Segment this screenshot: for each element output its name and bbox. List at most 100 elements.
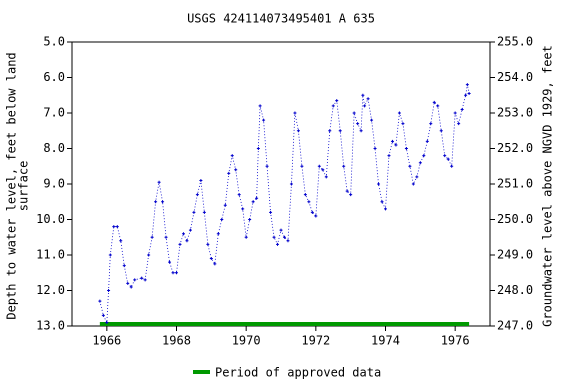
data-point (328, 129, 332, 133)
data-point (411, 182, 415, 186)
data-point (457, 122, 461, 126)
data-point (345, 189, 349, 193)
data-point (105, 320, 109, 324)
data-point (352, 111, 356, 115)
data-point (321, 168, 325, 172)
data-point (425, 139, 429, 143)
data-point (175, 271, 178, 275)
data-point (467, 91, 471, 95)
data-point (164, 235, 168, 239)
data-point (192, 210, 196, 214)
data-point (390, 139, 394, 143)
y-tick-label: 6.0 (43, 70, 65, 84)
data-point (168, 260, 172, 264)
data-point (331, 104, 335, 108)
data-point (209, 257, 213, 261)
x-tick-label: 1968 (162, 334, 191, 348)
data-point (446, 157, 450, 161)
data-point (199, 178, 203, 182)
data-point (289, 182, 293, 186)
y2-tick-label: 252.0 (497, 141, 533, 155)
data-point (157, 180, 161, 184)
data-point (342, 164, 346, 168)
data-point (303, 193, 307, 197)
y2-tick-label: 248.0 (497, 283, 533, 297)
data-point (422, 154, 426, 158)
data-point (464, 93, 468, 97)
data-point (384, 207, 387, 211)
data-point (143, 278, 147, 282)
data-point (178, 242, 182, 246)
data-point (373, 147, 377, 150)
data-point (220, 218, 224, 221)
data-point (237, 193, 241, 197)
data-point (234, 168, 238, 172)
data-point (359, 129, 363, 133)
data-point (387, 154, 391, 158)
data-point (133, 278, 137, 282)
data-point (279, 228, 283, 232)
data-point (380, 200, 384, 204)
data-point (453, 111, 457, 115)
data-point (223, 203, 227, 207)
data-point (286, 239, 290, 243)
data-point (314, 214, 318, 218)
data-point (338, 129, 342, 133)
y2-tick-label: 250.0 (497, 212, 533, 226)
data-point (258, 104, 262, 108)
data-point (370, 118, 374, 122)
data-point (296, 129, 300, 133)
data-point (230, 154, 234, 158)
data-point (282, 235, 286, 239)
data-point (256, 147, 260, 150)
data-point (206, 242, 210, 246)
data-point (265, 164, 269, 168)
data-point (394, 143, 398, 147)
data-point (248, 218, 252, 221)
data-point (244, 235, 248, 239)
data-point (363, 104, 367, 108)
data-point (436, 104, 440, 108)
data-point (429, 122, 433, 126)
data-point (418, 161, 422, 165)
data-point (129, 285, 133, 289)
y-tick-label: 5.0 (43, 35, 65, 49)
data-point (213, 262, 217, 266)
data-point (216, 232, 220, 236)
data-point (356, 122, 360, 126)
plot-frame (71, 41, 491, 327)
data-point (335, 99, 339, 103)
data-point (98, 299, 102, 303)
x-tick-label: 1966 (92, 334, 121, 348)
data-point (107, 289, 111, 292)
data-point (147, 253, 151, 257)
y2-tick-label: 254.0 (497, 70, 533, 84)
data-point (185, 239, 189, 243)
data-point (310, 210, 314, 214)
data-point (349, 193, 353, 197)
data-point (119, 239, 123, 243)
x-tick-label: 1976 (441, 334, 470, 348)
data-point (101, 313, 105, 317)
data-point (140, 276, 144, 280)
y-tick-label: 8.0 (43, 141, 65, 155)
data-point (195, 193, 199, 197)
data-point (366, 97, 370, 101)
data-point (161, 200, 165, 204)
data-point (432, 100, 436, 104)
y-tick-label: 11.0 (36, 248, 65, 262)
data-point (112, 225, 116, 229)
y-tick-label: 10.0 (36, 212, 65, 226)
data-point (255, 196, 259, 200)
data-point (272, 235, 276, 239)
data-point (262, 118, 266, 122)
data-point (126, 281, 130, 285)
data-point (307, 200, 311, 204)
x-tick-label: 1970 (232, 334, 261, 348)
y-tick-label: 13.0 (36, 319, 65, 333)
data-point (324, 175, 328, 179)
y-axis-label: surface (17, 161, 31, 212)
data-point (115, 225, 119, 229)
